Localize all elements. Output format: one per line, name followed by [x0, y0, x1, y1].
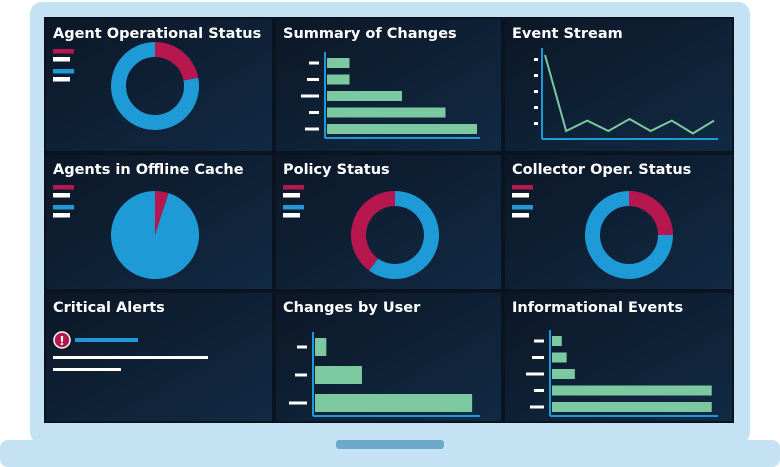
panel: Policy Status [274, 153, 503, 291]
legend-swatch [53, 69, 74, 74]
tick-stub [295, 373, 307, 377]
panel-title: Critical Alerts [53, 300, 165, 316]
tick-stub [307, 78, 319, 81]
bar [315, 394, 473, 412]
tick-stub [305, 127, 319, 131]
legend-swatch [283, 185, 304, 190]
alert-icon-text: ! [59, 334, 64, 348]
panels: Agent Operational Status Summary of Chang… [44, 17, 734, 423]
donut-segment [111, 42, 199, 130]
tick-stub [532, 356, 544, 359]
donut-segment [585, 191, 673, 279]
panel-title: Changes by User [283, 300, 421, 316]
bar [552, 402, 712, 412]
bar [315, 338, 327, 356]
tick-stub [289, 401, 307, 405]
panel-title: Summary of Changes [283, 26, 457, 42]
legend-swatch [512, 205, 533, 210]
panel-title: Collector Oper. Status [512, 162, 691, 178]
pie-slice [155, 191, 169, 235]
tick-stub [301, 94, 319, 98]
laptop-notch [336, 440, 444, 449]
alert-line [53, 356, 208, 359]
tick-stub [309, 61, 319, 65]
bar [327, 58, 350, 68]
tick-stub [534, 389, 544, 392]
panel-title: Agents in Offline Cache [53, 162, 244, 178]
tick-stub [297, 345, 307, 349]
pie-slice [111, 191, 199, 279]
panel: Changes by User [274, 291, 503, 423]
panel-title: Agent Operational Status [53, 26, 261, 42]
panel: Summary of Changes [274, 17, 503, 153]
tick-stub [534, 106, 538, 109]
donut-segment [369, 191, 439, 279]
panel: Agents in Offline Cache [44, 153, 274, 291]
legend-swatch [53, 49, 74, 54]
legend-swatch [283, 193, 300, 198]
legend-swatch [283, 205, 304, 210]
legend-swatch [53, 185, 74, 190]
bar [552, 336, 562, 346]
tick-stub [530, 405, 544, 409]
donut-segment [154, 42, 199, 81]
legend-swatch [53, 77, 70, 82]
panel: Collector Oper. Status [503, 153, 734, 291]
bar [552, 385, 712, 396]
tick-stub [534, 339, 544, 343]
tick-stub [526, 372, 544, 376]
bar [327, 91, 402, 101]
alert-icon [53, 331, 71, 349]
legend-swatch [53, 205, 74, 210]
line-series [544, 54, 715, 135]
tick-stub [534, 74, 538, 77]
legend-swatch [512, 185, 533, 190]
bar [552, 369, 575, 379]
alert-bar [75, 338, 138, 342]
legend-swatch [283, 213, 300, 218]
bar [327, 74, 350, 85]
bar [552, 352, 567, 363]
tick-stub [534, 58, 538, 61]
donut-segment [628, 191, 673, 236]
tick-stub [309, 111, 319, 114]
bar [315, 366, 362, 384]
donut-segment [351, 191, 396, 271]
panel: Informational Events [503, 291, 734, 423]
bar [327, 107, 446, 118]
laptop-base [0, 440, 780, 467]
panel-title: Informational Events [512, 300, 683, 316]
panel-title: Event Stream [512, 26, 623, 42]
panel: Event Stream [503, 17, 734, 153]
legend-swatch [53, 193, 70, 198]
bar [327, 124, 477, 134]
panel: Agent Operational Status [44, 17, 274, 153]
legend-swatch [512, 193, 529, 198]
tick-stub [534, 90, 538, 93]
legend-swatch [512, 213, 529, 218]
panel: Critical Alerts! [44, 291, 274, 423]
alert-line [53, 368, 121, 371]
panel-title: Policy Status [283, 162, 390, 178]
tick-stub [534, 122, 538, 125]
legend-swatch [53, 213, 70, 218]
legend-swatch [53, 57, 70, 62]
